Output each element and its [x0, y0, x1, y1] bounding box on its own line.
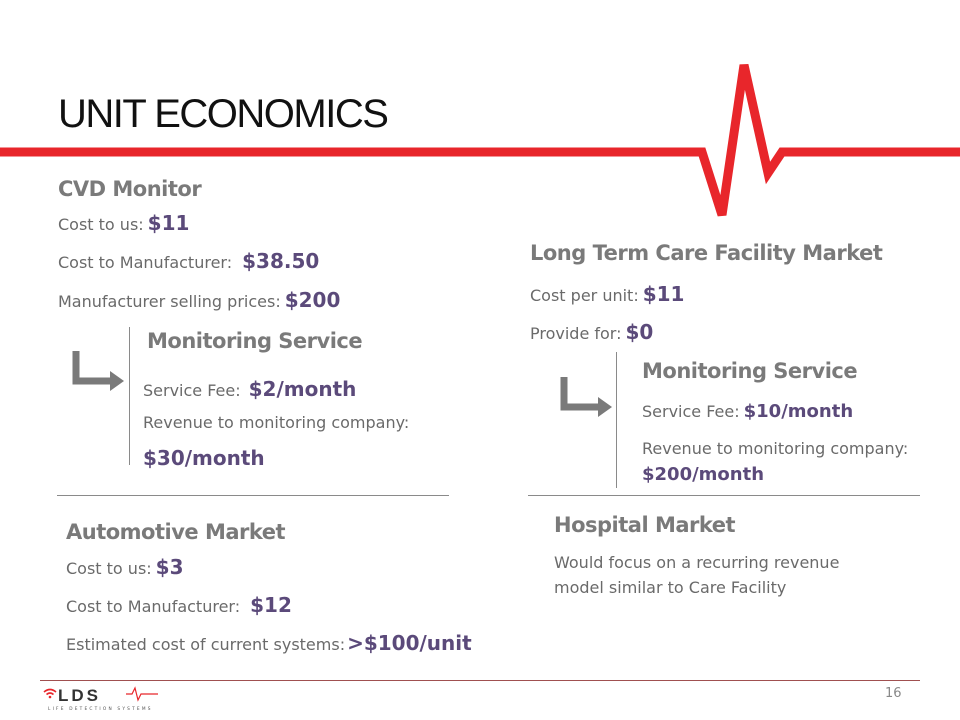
auto-heading: Automotive Market [66, 520, 286, 544]
hospital-line-2: model similar to Care Facility [554, 578, 787, 597]
svg-text:LIFE DETECTION SYSTEMS: LIFE DETECTION SYSTEMS [48, 706, 153, 712]
cvd-row-manufacturer: Cost to Manufacturer: $38.50 [58, 249, 320, 273]
page-title: UNIT ECONOMICS [58, 92, 389, 136]
auto-row-current: Estimated cost of current systems: >$100/… [66, 631, 472, 655]
lds-logo: LDS LIFE DETECTION SYSTEMS [43, 686, 158, 712]
svg-text:LDS: LDS [58, 686, 101, 705]
left-divider [57, 495, 449, 496]
page-number: 16 [885, 686, 902, 701]
cvd-service-fee: Service Fee: $2/month [143, 377, 357, 401]
ltc-service-revenue-label: Revenue to monitoring company: [642, 439, 909, 458]
ltc-row-provide: Provide for: $0 [530, 320, 654, 344]
auto-row-cost: Cost to us: $3 [66, 555, 184, 579]
cvd-row-selling: Manufacturer selling prices: $200 [58, 288, 341, 312]
cvd-heading: CVD Monitor [58, 177, 202, 201]
hospital-heading: Hospital Market [554, 513, 736, 537]
hospital-line-1: Would focus on a recurring revenue [554, 553, 840, 572]
cvd-row-cost: Cost to us: $11 [58, 211, 190, 235]
ltc-service-heading: Monitoring Service [642, 359, 858, 383]
auto-row-manufacturer: Cost to Manufacturer: $12 [66, 593, 292, 617]
cvd-service-divider [129, 327, 130, 465]
ltc-heading: Long Term Care Facility Market [530, 241, 883, 265]
ltc-service-fee: Service Fee: $10/month [642, 401, 854, 422]
right-divider [528, 495, 920, 496]
arrow-icon [560, 377, 612, 417]
ltc-service-divider [616, 352, 617, 488]
cvd-service-revenue-value: $30/month [143, 446, 265, 470]
cvd-service-revenue-label: Revenue to monitoring company: [143, 413, 410, 432]
arrow-icon [72, 351, 124, 391]
ltc-service-revenue-value: $200/month [642, 464, 765, 485]
heartbeat-line [0, 64, 960, 217]
wifi-icon [43, 688, 57, 699]
cvd-service-heading: Monitoring Service [147, 329, 363, 353]
ltc-row-cost: Cost per unit: $11 [530, 282, 685, 306]
footer-divider [40, 680, 920, 681]
